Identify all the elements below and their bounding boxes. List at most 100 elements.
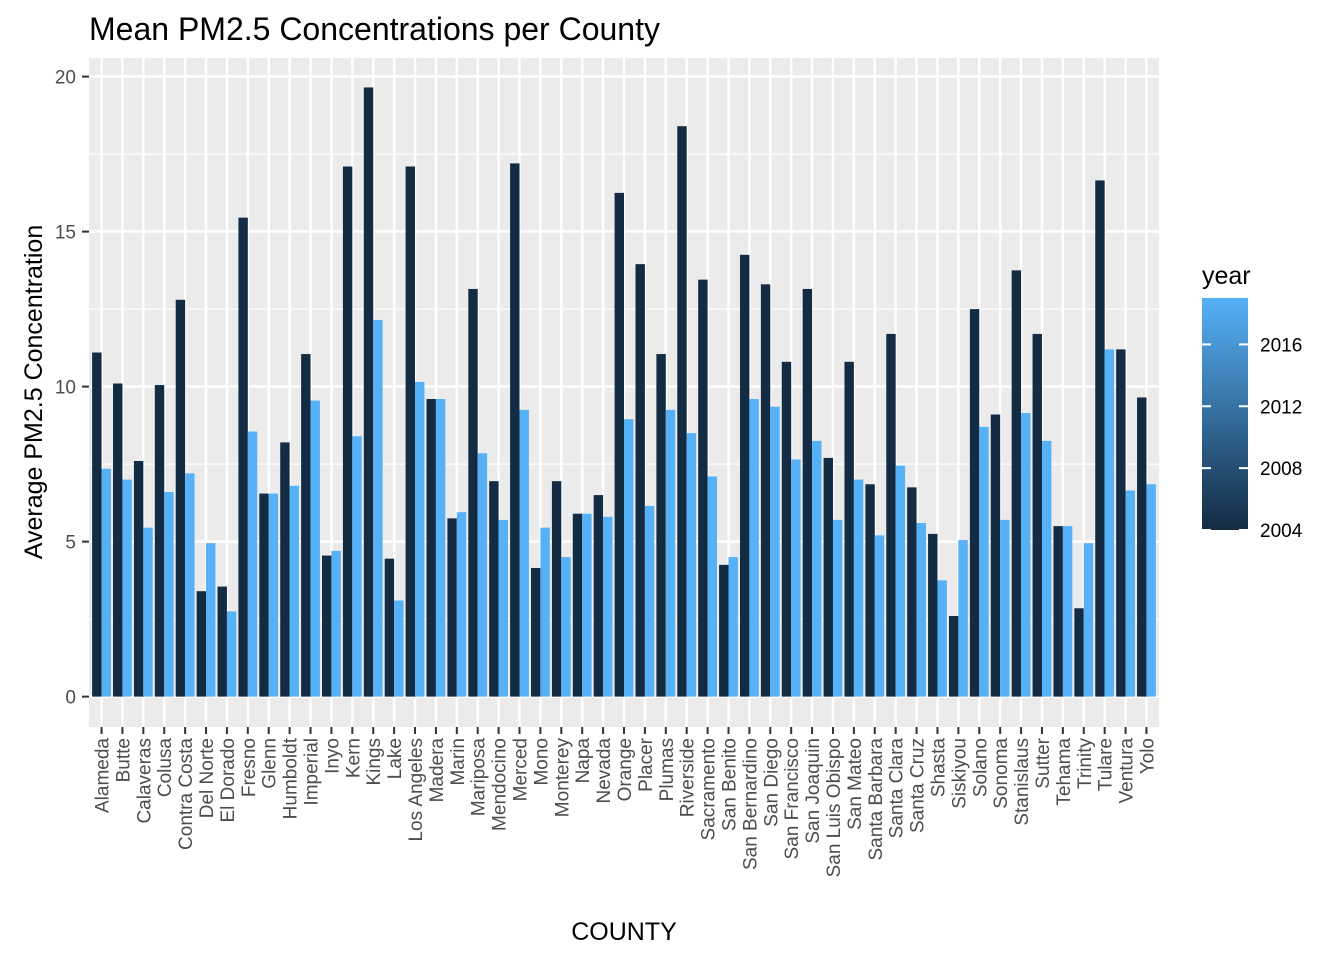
- x-tick-label: Solano: [970, 738, 991, 797]
- bar-early: [1095, 180, 1105, 697]
- x-tick-label: Marin: [448, 738, 469, 786]
- bar-early: [175, 299, 186, 697]
- bar-late: [832, 519, 843, 697]
- x-tick-label: Shasta: [928, 738, 949, 798]
- bar-early: [196, 591, 207, 697]
- bar-early: [928, 533, 938, 697]
- bar-early: [886, 333, 896, 697]
- y-axis: 0 5 10 15 20: [55, 68, 89, 709]
- bar-late: [728, 557, 738, 697]
- bar-late: [644, 505, 655, 697]
- bar-late: [206, 543, 216, 697]
- bar-late: [373, 319, 383, 697]
- bar-late: [456, 512, 467, 697]
- bar-late: [686, 433, 697, 697]
- x-tick-label: Merced: [511, 738, 532, 801]
- bar-early: [739, 254, 750, 697]
- x-tick-label: Kern: [343, 738, 364, 778]
- y-tick-label: 15: [55, 223, 76, 244]
- x-tick-label: Ventura: [1117, 738, 1138, 804]
- bar-early: [280, 442, 290, 697]
- bar-early: [1137, 397, 1147, 697]
- legend-label: 2016: [1260, 335, 1302, 356]
- x-axis: Alameda Butte Calaveras Colusa Contra Costa D…: [93, 727, 1158, 877]
- legend-title: year: [1202, 262, 1251, 290]
- legend-label: 2004: [1260, 521, 1303, 542]
- bar-late: [916, 523, 926, 697]
- x-tick-label: Siskiyou: [949, 738, 970, 809]
- bar-late: [540, 527, 550, 697]
- bar-early: [510, 163, 520, 697]
- bar-early: [1116, 349, 1126, 697]
- legend: year 2004 2008 2012 2016: [1202, 262, 1303, 542]
- x-tick-label: Monterey: [552, 738, 573, 818]
- bar-late: [310, 400, 320, 697]
- x-axis-title: COUNTY: [571, 918, 677, 946]
- bar-late: [958, 540, 968, 697]
- x-tick-label: Mono: [531, 738, 552, 786]
- bar-early: [969, 309, 980, 697]
- x-tick-label: San Francisco: [782, 738, 803, 859]
- bar-late: [143, 527, 153, 697]
- bar-early: [719, 564, 729, 697]
- bar-early: [572, 513, 583, 697]
- legend-colorbar: [1202, 298, 1248, 530]
- bar-late: [561, 557, 571, 697]
- x-tick-label: Lake: [385, 738, 406, 779]
- y-tick-label: 20: [55, 68, 76, 89]
- bar-late: [122, 479, 132, 697]
- bar-early: [322, 555, 332, 697]
- bar-late: [853, 479, 864, 697]
- x-tick-label: Mendocino: [490, 738, 511, 831]
- bar-early: [342, 166, 353, 697]
- bar-late: [770, 406, 780, 697]
- bar-early: [614, 192, 624, 697]
- chart-title: Mean PM2.5 Concentrations per County: [89, 11, 660, 47]
- x-tick-label: Santa Cruz: [908, 738, 929, 833]
- y-tick-label: 0: [65, 688, 76, 709]
- x-tick-label: Calaveras: [134, 738, 155, 824]
- bar-late: [1021, 412, 1031, 697]
- bar-early: [113, 383, 123, 697]
- bar-late: [289, 485, 300, 697]
- bar-late: [791, 459, 801, 697]
- bar-early: [760, 284, 771, 697]
- bar-late: [582, 513, 592, 697]
- bar-early: [154, 385, 165, 697]
- bar-late: [979, 426, 989, 697]
- bar-early: [405, 166, 416, 697]
- bar-early: [635, 264, 645, 697]
- x-tick-label: Madera: [427, 738, 448, 803]
- bar-late: [749, 399, 759, 697]
- bar-early: [990, 414, 1001, 697]
- bar-early: [384, 558, 395, 697]
- bar-early: [656, 354, 666, 697]
- bar-late: [1062, 526, 1073, 697]
- bar-early: [865, 484, 875, 697]
- bar-early: [844, 361, 854, 697]
- bar-early: [531, 567, 541, 697]
- bar-early: [802, 288, 813, 697]
- x-tick-label: Trinity: [1075, 738, 1096, 790]
- bars: [92, 87, 1156, 697]
- bar-early: [948, 616, 959, 697]
- bar-late: [603, 516, 613, 697]
- bar-early: [1074, 608, 1084, 697]
- x-tick-label: San Bernardino: [740, 738, 761, 870]
- bar-early: [363, 87, 374, 697]
- x-tick-label: Stanislaus: [1012, 738, 1033, 826]
- x-tick-label: San Luis Obispo: [824, 738, 845, 877]
- bar-early: [677, 126, 687, 697]
- x-tick-label: Nevada: [594, 738, 615, 804]
- bar-early: [468, 288, 478, 697]
- bar-late: [874, 535, 885, 697]
- x-tick-label: Santa Barbara: [866, 738, 887, 861]
- bar-early: [133, 461, 144, 697]
- x-tick-label: San Diego: [761, 738, 782, 827]
- bar-late: [164, 492, 174, 697]
- bar-late: [415, 381, 425, 697]
- x-tick-label: Sutter: [1033, 737, 1054, 788]
- legend-label: 2012: [1260, 397, 1302, 418]
- bar-late: [519, 409, 529, 697]
